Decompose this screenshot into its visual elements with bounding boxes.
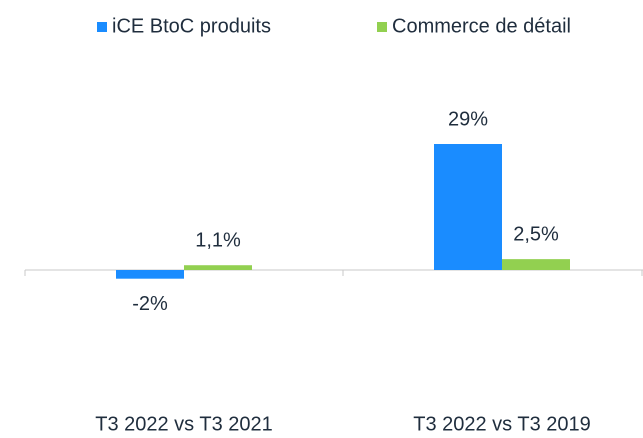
bar [116,270,184,279]
legend-label: Commerce de détail [392,15,571,37]
bar [502,259,570,270]
legend-swatch [377,22,387,32]
data-label: 1,1% [195,230,241,252]
data-label: 2,5% [513,223,559,245]
bar [434,144,502,270]
x-tick-label: T3 2022 vs T3 2019 [413,413,591,435]
legend-swatch [97,22,107,32]
bar [184,265,252,270]
x-tick-label: T3 2022 vs T3 2021 [95,413,273,435]
data-label: 29% [448,108,488,130]
data-label: -2% [132,293,168,315]
legend-label: iCE BtoC produits [112,15,271,37]
